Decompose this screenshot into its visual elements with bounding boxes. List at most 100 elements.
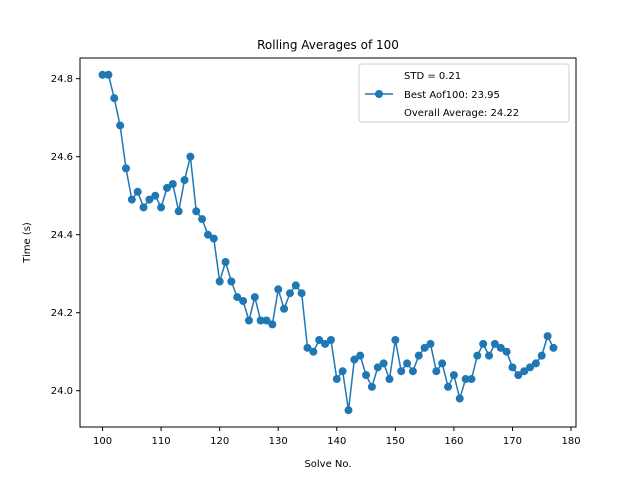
legend-entry-average: Overall Average: 24.22 [404, 108, 519, 119]
data-point [315, 336, 324, 345]
data-point [174, 207, 183, 216]
data-point [414, 351, 423, 360]
data-point [473, 351, 482, 360]
data-point [192, 207, 201, 216]
data-point [280, 304, 289, 313]
data-point [338, 367, 347, 376]
data-point [291, 281, 300, 290]
data-point [367, 382, 376, 391]
data-point [209, 234, 218, 243]
data-point [268, 320, 277, 329]
x-axis-label: Solve No. [304, 459, 351, 470]
data-point [490, 339, 499, 348]
legend-entry-std: STD = 0.21 [404, 71, 461, 82]
data-point [157, 203, 166, 212]
y-axis-label: Time (s) [22, 222, 33, 264]
data-point [215, 277, 224, 286]
data-point [379, 359, 388, 368]
data-point [274, 285, 283, 294]
data-point [479, 339, 488, 348]
data-series [98, 70, 558, 415]
data-point [180, 176, 189, 185]
data-point [297, 289, 306, 298]
data-point [186, 152, 195, 161]
data-point [350, 355, 359, 364]
data-point [239, 297, 248, 306]
data-point [250, 293, 259, 302]
x-tick-label: 110 [152, 436, 171, 447]
y-tick-label: 24.2 [51, 308, 73, 319]
x-tick-label: 170 [503, 436, 522, 447]
legend-entry-best: Best Aof100: 23.95 [404, 90, 500, 101]
data-point [326, 336, 335, 345]
y-tick-label: 24.4 [51, 230, 73, 241]
data-point [98, 70, 107, 79]
data-point [139, 203, 148, 212]
data-point [455, 394, 464, 403]
data-point [256, 316, 265, 325]
data-point [162, 183, 171, 192]
data-point [444, 382, 453, 391]
data-point [537, 351, 546, 360]
x-tick-label: 100 [93, 436, 112, 447]
data-point [467, 375, 476, 384]
data-point [309, 347, 318, 356]
data-point [449, 371, 458, 380]
data-point [485, 351, 494, 360]
data-point [145, 195, 154, 204]
data-point [531, 359, 540, 368]
data-point [520, 367, 529, 376]
data-point [514, 371, 523, 380]
x-tick-label: 130 [269, 436, 288, 447]
data-point [502, 347, 511, 356]
data-point [303, 343, 312, 352]
x-tick-label: 160 [444, 436, 463, 447]
data-point [168, 179, 177, 188]
data-point [397, 367, 406, 376]
x-tick-label: 180 [561, 436, 580, 447]
data-point [133, 187, 142, 196]
x-tick-label: 120 [210, 436, 229, 447]
data-point [332, 375, 341, 384]
data-point [373, 363, 382, 372]
data-point [543, 332, 552, 341]
data-point [385, 375, 394, 384]
data-point [151, 191, 160, 200]
data-point [549, 343, 558, 352]
legend: STD = 0.21 Best Aof100: 23.95 Overall Av… [358, 63, 570, 123]
data-point [496, 343, 505, 352]
data-point [221, 258, 230, 267]
data-point [356, 351, 365, 360]
data-point [526, 363, 535, 372]
data-point [203, 230, 212, 239]
data-point [227, 277, 236, 286]
data-point [262, 316, 271, 325]
data-point [508, 363, 517, 372]
y-axis-ticks: 24.0 24.2 24.4 24.6 24.8 [51, 74, 80, 397]
data-point [127, 195, 136, 204]
data-point [110, 94, 119, 103]
legend-marker-sample [375, 90, 383, 98]
x-tick-label: 140 [327, 436, 346, 447]
data-point [244, 316, 253, 325]
data-point [362, 371, 371, 380]
x-tick-label: 150 [386, 436, 405, 447]
plot-frame [79, 57, 577, 428]
data-point [344, 406, 353, 415]
data-point [438, 359, 447, 368]
data-point [198, 215, 207, 224]
data-point [408, 367, 417, 376]
data-point [391, 336, 400, 345]
chart-title: Rolling Averages of 100 [257, 38, 399, 52]
data-point [461, 375, 470, 384]
data-point [116, 121, 125, 130]
y-tick-label: 24.8 [51, 74, 73, 85]
data-point [121, 164, 130, 173]
y-tick-label: 24.6 [51, 152, 73, 163]
x-axis-ticks: 100 110 120 130 140 150 160 170 180 [93, 427, 581, 447]
data-point [426, 339, 435, 348]
legend-box [358, 63, 570, 123]
data-point [432, 367, 441, 376]
data-point [403, 359, 412, 368]
